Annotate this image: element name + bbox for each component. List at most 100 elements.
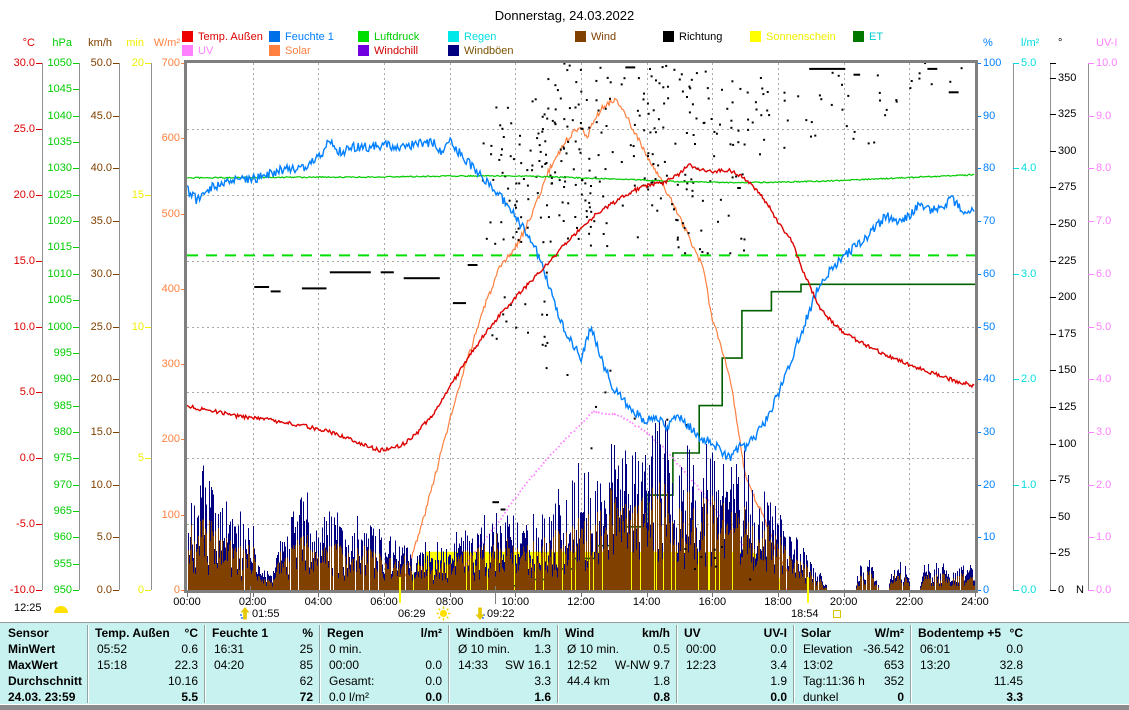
time-tick-label: 02:00	[238, 596, 267, 608]
axis-tick-pct	[975, 327, 981, 328]
axis-tick-label-wm2: 600	[161, 132, 180, 145]
axis-tick-label-hPa: 975	[53, 452, 72, 465]
series-luftdruck	[187, 173, 975, 184]
axis-tick-label-uvi: 1.0	[1096, 531, 1112, 544]
axis-tick-pct	[975, 537, 981, 538]
sun-event-time: 12:25	[14, 602, 42, 614]
axis-tick-hPa	[73, 327, 79, 328]
axis-unit-hPa: hPa	[52, 37, 72, 49]
table-corner-header: Sensor	[8, 626, 49, 640]
table-cell-value: 0.0	[425, 658, 442, 672]
table-cell-value: 62	[299, 674, 313, 688]
table-cell-time: 00:00	[686, 642, 717, 656]
legend-color-swatch	[269, 45, 280, 56]
axis-tick-label-deg: 325	[1058, 108, 1077, 121]
axis-tick-hPa	[73, 274, 79, 275]
window-bottom-border	[0, 705, 1129, 710]
table-column-separator	[319, 625, 320, 703]
axis-tick-kmh	[113, 537, 119, 538]
axis-tick-min	[145, 327, 151, 328]
axis-tick-label-lm2: 4.0	[1021, 162, 1037, 175]
axis-tick-lm2	[1013, 379, 1019, 380]
legend-item-label: ET	[869, 31, 884, 43]
axis-tick-tempC	[36, 195, 42, 196]
legend-item-label: Feuchte 1	[285, 31, 334, 43]
axis-tick-label-hPa: 1035	[47, 136, 72, 149]
table-col-unit: km/h	[522, 626, 551, 640]
time-tick	[909, 593, 910, 597]
axis-tick-label-wm2: 400	[161, 282, 180, 295]
table-cell-time: 06:01	[920, 642, 951, 656]
table-cell-value: 25	[299, 642, 313, 656]
axis-tick-hPa	[73, 168, 79, 169]
moon-event-tick	[249, 586, 251, 604]
axis-tick-uvi	[1088, 485, 1094, 486]
axis-tick-label-tempC: 25.0	[13, 122, 35, 135]
table-col-header: Bodentemp +5	[918, 626, 1002, 640]
axis-tick-label-kmh: 25.0	[90, 320, 112, 333]
table-cell-time: 00:00	[329, 658, 360, 672]
time-tick-label: 12:00	[567, 596, 595, 608]
table-row-label: MinWert	[8, 642, 56, 656]
time-axis: 00:00 02:00 04:00 06:00 08:00 10:00 12:00 14:00…	[0, 588, 1129, 622]
time-tick	[975, 593, 976, 597]
axis-tick-label-tempC: 10.0	[13, 320, 35, 333]
table-cell-value: 0.0	[770, 642, 787, 656]
axis-tick-label-pct: 50	[983, 320, 996, 333]
axis-tick-uvi	[1088, 590, 1094, 591]
axis-tick-label-wm2: 0	[173, 584, 180, 596]
table-cell-time: 13:02	[803, 658, 834, 672]
axis-tick-tempC	[36, 261, 42, 262]
gridlines	[187, 63, 975, 590]
axis-tick-label-kmh: 0.0	[96, 584, 112, 596]
table-col-header: Solar	[801, 626, 832, 640]
axis-tick-label-hPa: 960	[53, 531, 72, 544]
table-cell-time: 14:33	[458, 658, 489, 672]
axis-line-kmh	[119, 63, 120, 590]
axis-tick-label-uvi: 8.0	[1096, 162, 1112, 175]
axis-tick-label-wm2: 700	[161, 57, 180, 69]
axis-tick-uvi	[1088, 116, 1094, 117]
time-tick-label: 06:00	[370, 596, 398, 608]
table-cell-value: 3.4	[770, 658, 787, 672]
time-tick-label: 00:00	[173, 596, 201, 608]
sun-event-tick	[806, 577, 809, 603]
axis-tick-tempC	[36, 524, 42, 525]
axis-tick-tempC	[36, 458, 42, 459]
axis-tick-label-pct: 0	[983, 584, 990, 596]
axis-tick-label-lm2: 0.0	[1021, 584, 1037, 596]
table-cell-time: Ø 10 min.	[458, 642, 511, 656]
axis-unit-kmh: km/h	[88, 37, 112, 49]
axis-tick-label-hPa: 1015	[47, 241, 72, 254]
axis-tick-pct	[975, 63, 981, 64]
axis-tick-hPa	[73, 564, 79, 565]
legend-item-luftdruck: Luftdruck	[358, 31, 419, 43]
legend-item-label: Solar	[285, 45, 311, 57]
axis-tick-label-uvi: 10.0	[1096, 57, 1118, 69]
arrow-up-icon	[240, 607, 250, 620]
axis-tick-label-uvi: 6.0	[1096, 267, 1112, 280]
axis-tick-label-tempC: -10.0	[9, 584, 35, 596]
legend-item-solar: Solar	[269, 45, 311, 57]
time-tick	[318, 593, 319, 597]
time-tick-label: 16:00	[698, 596, 727, 608]
axis-unit-lm2: l/m²	[1021, 37, 1040, 49]
axis-tick-label-uvi: 9.0	[1096, 109, 1112, 122]
sun-event-time: 18:54	[791, 608, 819, 620]
sun-events-row: 12:25 01:55 06:29 09:22 18:54	[0, 570, 1129, 622]
table-col-header: Feuchte 1	[212, 626, 269, 640]
axis-tick-label-pct: 20	[983, 478, 996, 491]
axis-tick-pct	[975, 116, 981, 117]
table-bottom-highlight	[0, 704, 1129, 705]
axis-tick-label-hPa: 1030	[47, 162, 72, 175]
time-tick	[384, 593, 385, 597]
axis-tick-deg	[1050, 444, 1056, 445]
axis-tick-label-min: 10	[131, 320, 144, 333]
legend-item-label: Windböen	[464, 45, 514, 57]
table-column-separator	[87, 625, 88, 703]
table-cell-value: 3.3	[534, 674, 551, 688]
axis-tick-label-uvi: 5.0	[1096, 320, 1112, 333]
axis-tick-hPa	[73, 406, 79, 407]
table-cell-time: 12:52	[567, 658, 598, 672]
